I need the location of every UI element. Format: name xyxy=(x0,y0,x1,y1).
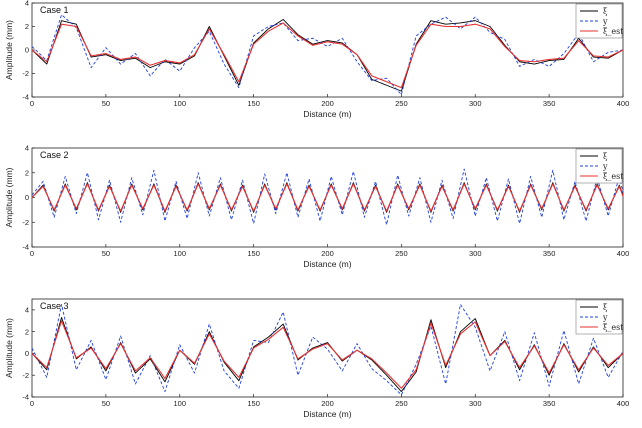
legend-label-2: y xyxy=(602,162,608,171)
x-tick-label: 250 xyxy=(395,99,408,108)
legend-label-1: ξ xyxy=(603,152,608,161)
legend-box xyxy=(575,148,623,184)
y-tick-label: -2 xyxy=(22,69,29,78)
chart-panel-3: 0 50 100 150 200 250 300 350 400 -4 -2 0 2 4 Distance … xyxy=(4,298,630,419)
legend-label-1: ξ xyxy=(603,303,608,312)
series-line-1 xyxy=(32,317,623,393)
x-tick-label: 0 xyxy=(30,99,34,108)
legend-label-3: ξ̂_est xyxy=(603,172,624,181)
y-tick-label: -4 xyxy=(22,393,29,402)
x-tick-label: 100 xyxy=(173,249,186,258)
x-tick-label: 100 xyxy=(173,399,186,408)
panel-title: Case 1 xyxy=(40,5,69,15)
y-tick-label: 0 xyxy=(25,46,29,55)
x-tick-label: 350 xyxy=(543,249,556,258)
y-tick-label: 0 xyxy=(25,193,29,202)
y-tick-label: 2 xyxy=(25,327,29,336)
y-tick-label: -4 xyxy=(22,93,29,102)
x-axis-label: Distance (m) xyxy=(303,259,351,269)
chart-panel-2: 0 50 100 150 200 250 300 350 400 -4 -2 0 2 4 Distance … xyxy=(4,144,629,269)
x-tick-label: 350 xyxy=(543,99,556,108)
x-tick-label: 400 xyxy=(617,249,630,258)
panel-title: Case 3 xyxy=(40,301,69,311)
series-line-3 xyxy=(32,183,623,212)
x-tick-label: 400 xyxy=(617,399,630,408)
x-axis-label: Distance (m) xyxy=(303,109,351,119)
y-axis-label: Amplitude (mm) xyxy=(4,20,14,80)
x-tick-label: 200 xyxy=(321,399,334,408)
y-tick-label: -2 xyxy=(22,218,29,227)
series-line-2 xyxy=(32,14,623,96)
series-line-1 xyxy=(32,19,623,92)
legend-label-3: ξ̂_est xyxy=(603,323,624,332)
x-tick-label: 300 xyxy=(469,399,482,408)
x-tick-label: 150 xyxy=(247,249,260,258)
x-axis-label: Distance (m) xyxy=(303,409,351,419)
x-tick-label: 250 xyxy=(395,399,408,408)
legend-label-3: ξ̂_est xyxy=(603,27,624,36)
y-axis-label: Amplitude (mm) xyxy=(4,167,14,227)
chart-panel-1: 0 50 100 150 200 250 300 350 400 -4 -2 0 2 4 Distance … xyxy=(4,0,629,119)
x-tick-label: 150 xyxy=(247,399,260,408)
legend: ξyξ̂_est xyxy=(575,299,624,335)
y-tick-label: 0 xyxy=(25,349,29,358)
panel-title: Case 2 xyxy=(40,150,69,160)
series-line-1 xyxy=(32,182,623,213)
plot-frame xyxy=(31,2,624,98)
x-tick-label: 0 xyxy=(30,249,34,258)
legend-box xyxy=(575,299,623,335)
x-tick-label: 50 xyxy=(102,99,110,108)
x-tick-label: 400 xyxy=(617,99,630,108)
series-line-3 xyxy=(32,320,623,389)
x-tick-label: 0 xyxy=(30,399,34,408)
plot-frame xyxy=(31,147,624,248)
y-axis-label: Amplitude (mm) xyxy=(4,318,14,378)
x-tick-label: 300 xyxy=(469,249,482,258)
legend-label-1: ξ xyxy=(603,7,608,16)
series-line-2 xyxy=(32,168,623,226)
y-tick-label: 4 xyxy=(25,0,29,8)
x-tick-label: 100 xyxy=(173,99,186,108)
y-tick-label: 2 xyxy=(25,168,29,177)
x-tick-label: 50 xyxy=(102,399,110,408)
x-tick-label: 250 xyxy=(395,249,408,258)
y-tick-label: 4 xyxy=(25,144,29,153)
y-tick-label: 4 xyxy=(25,305,29,314)
series-line-3 xyxy=(32,22,623,89)
x-tick-label: 200 xyxy=(321,99,334,108)
legend: ξyξ̂_est xyxy=(575,3,624,39)
x-tick-label: 200 xyxy=(321,249,334,258)
legend: ξyξ̂_est xyxy=(575,148,624,184)
legend-box xyxy=(575,3,623,39)
y-tick-label: 2 xyxy=(25,22,29,31)
x-tick-label: 150 xyxy=(247,99,260,108)
y-tick-label: -4 xyxy=(22,243,29,252)
series-line-2 xyxy=(32,303,623,396)
legend-label-2: y xyxy=(602,313,608,322)
x-tick-label: 300 xyxy=(469,99,482,108)
plot-frame xyxy=(31,298,624,398)
legend-label-2: y xyxy=(602,17,608,26)
y-tick-label: -2 xyxy=(22,371,29,380)
x-tick-label: 350 xyxy=(543,399,556,408)
x-tick-label: 50 xyxy=(102,249,110,258)
